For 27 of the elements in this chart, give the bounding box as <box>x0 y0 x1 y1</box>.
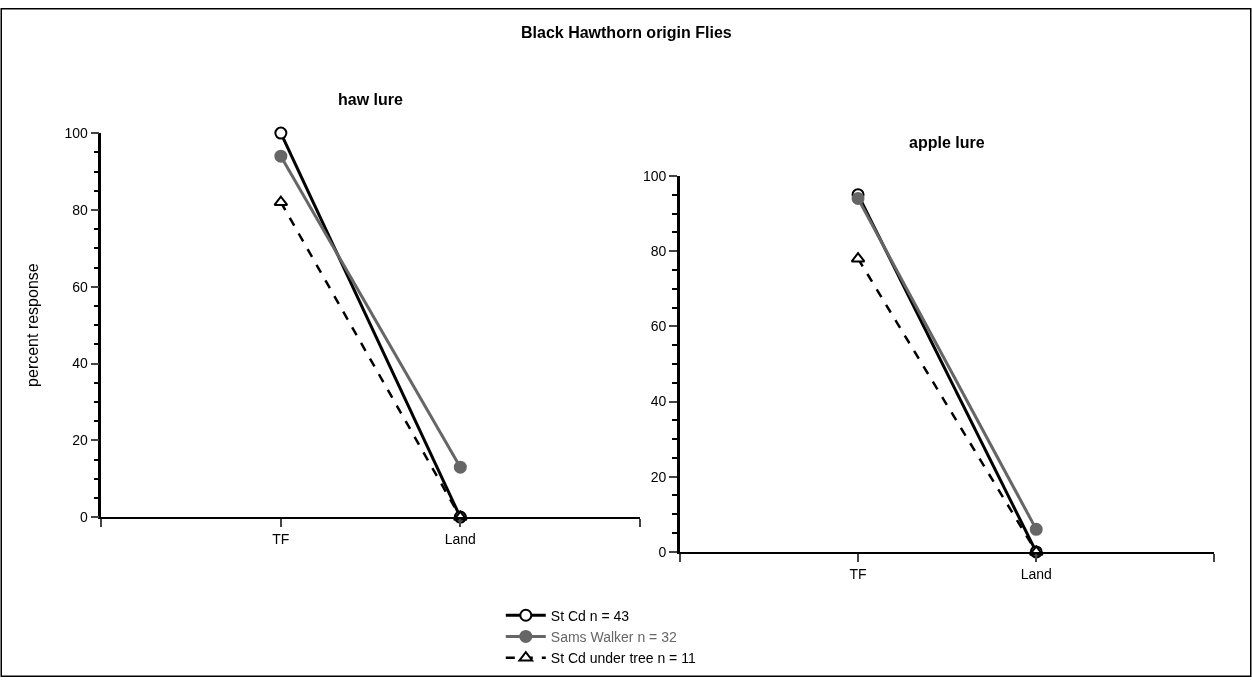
y-tick-label: 60 <box>650 318 667 335</box>
point <box>274 149 288 163</box>
legend-label: Sams Walker n = 32 <box>550 628 677 645</box>
y-tick-label: 60 <box>72 278 89 295</box>
y-tick-label: 80 <box>72 201 89 218</box>
y-tick-label: 100 <box>642 167 667 184</box>
y-tick-label: 0 <box>80 509 89 526</box>
point <box>274 126 288 140</box>
legend-label: St Cd n = 43 <box>550 607 630 624</box>
y-axis-title: percent response <box>24 263 42 387</box>
y-tick-label: 100 <box>64 125 89 141</box>
y-tick-label: 20 <box>650 468 667 485</box>
x-tick-label: Land <box>444 530 476 547</box>
point <box>453 460 467 474</box>
x-tick-label: TF <box>272 530 290 547</box>
y-tick-label: 0 <box>658 543 667 560</box>
chart-title: Black Hawthorn origin Flies <box>521 24 732 41</box>
x-tick-label: Land <box>1020 565 1052 582</box>
x-tick-label: TF <box>849 565 867 582</box>
chart-subtitle: haw lure <box>338 91 404 108</box>
y-tick-label: 40 <box>650 393 667 410</box>
y-tick-label: 40 <box>72 355 89 372</box>
legend-label: St Cd under tree n = 11 <box>550 650 696 667</box>
chart-subtitle: apple lure <box>909 134 985 151</box>
y-tick-label: 20 <box>72 432 89 449</box>
point <box>1029 522 1043 536</box>
y-tick-label: 80 <box>650 243 667 260</box>
